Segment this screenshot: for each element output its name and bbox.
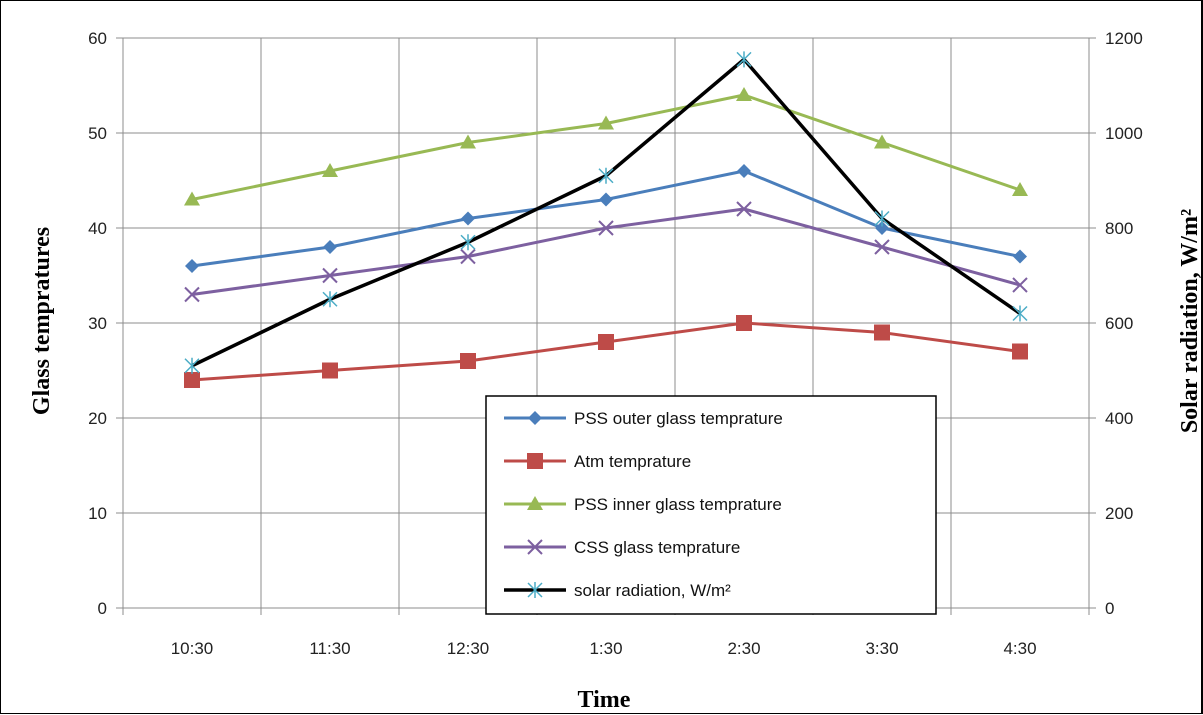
right-y-tick-label: 200 xyxy=(1105,504,1133,523)
x-axis-title: Time xyxy=(578,687,631,713)
data-point xyxy=(736,201,752,217)
series-line xyxy=(191,57,1021,368)
legend-label: PSS outer glass temprature xyxy=(574,409,783,428)
data-point xyxy=(184,357,200,374)
data-point xyxy=(736,51,752,68)
data-point xyxy=(736,87,752,101)
data-point xyxy=(322,163,338,177)
right-y-axis-title: Solar radiation, W/m² xyxy=(1177,209,1203,433)
data-point xyxy=(184,286,200,303)
legend-label: solar radiation, W/m² xyxy=(574,581,731,600)
left-y-axis-title: Glass tempratures xyxy=(29,227,55,415)
legend-label: CSS glass temprature xyxy=(574,538,740,557)
legend-label: PSS inner glass temprature xyxy=(574,495,782,514)
data-point xyxy=(322,362,338,379)
series-1 xyxy=(184,315,1028,388)
data-point xyxy=(736,315,752,331)
x-tick-label: 12:30 xyxy=(447,639,490,658)
left-y-tick-label: 60 xyxy=(88,29,107,48)
x-tick-label: 2:30 xyxy=(727,639,760,658)
data-point xyxy=(461,211,475,226)
data-point xyxy=(874,134,890,149)
right-y-tick-label: 800 xyxy=(1105,219,1133,238)
data-point xyxy=(460,353,476,369)
legend-marker xyxy=(527,582,543,598)
x-tick-label: 11:30 xyxy=(309,639,350,658)
legend: PSS outer glass temprature Atm temprature… xyxy=(485,395,937,615)
x-tick-label: 10:30 xyxy=(171,639,214,658)
left-y-tick-label: 0 xyxy=(98,599,107,618)
data-point xyxy=(598,334,614,350)
data-point xyxy=(185,259,199,273)
x-tick-label: 1:30 xyxy=(589,639,622,658)
series-layer xyxy=(184,51,1028,388)
x-tick-label: 4:30 xyxy=(1003,639,1036,658)
data-point xyxy=(874,210,890,227)
data-point xyxy=(875,221,889,235)
legend-label: Atm temprature xyxy=(574,452,691,471)
data-point xyxy=(1013,249,1027,264)
data-point xyxy=(874,324,890,341)
data-point xyxy=(1012,343,1028,360)
data-point xyxy=(184,191,200,206)
series-3 xyxy=(184,201,1028,303)
series-2 xyxy=(184,87,1028,206)
data-point xyxy=(599,192,613,207)
data-point xyxy=(184,372,200,388)
data-point xyxy=(598,167,614,184)
data-point xyxy=(460,134,476,149)
left-y-tick-label: 10 xyxy=(88,504,107,523)
data-point xyxy=(1012,305,1028,322)
series-line xyxy=(191,321,1021,382)
data-point xyxy=(1012,277,1028,293)
legend-marker xyxy=(527,496,543,510)
data-point xyxy=(323,240,337,254)
series-4 xyxy=(184,51,1028,374)
data-point xyxy=(322,267,338,284)
legend-marker xyxy=(527,453,543,469)
left-y-tick-label: 50 xyxy=(88,124,107,143)
right-y-tick-label: 600 xyxy=(1105,314,1133,333)
series-line xyxy=(191,93,1021,201)
legend-marker xyxy=(527,539,543,555)
right-y-tick-label: 400 xyxy=(1105,409,1133,428)
series-0 xyxy=(185,164,1027,273)
right-y-tick-label: 1000 xyxy=(1105,124,1143,143)
data-point xyxy=(460,234,476,251)
left-y-tick-label: 30 xyxy=(88,314,107,333)
data-point xyxy=(322,291,338,308)
data-point xyxy=(874,239,890,255)
data-point xyxy=(1012,182,1028,196)
left-y-tick-label: 40 xyxy=(88,219,107,238)
x-tick-label: 3:30 xyxy=(865,639,898,658)
data-point xyxy=(598,115,614,130)
legend-marker xyxy=(528,411,542,425)
right-y-tick-label: 0 xyxy=(1105,599,1114,618)
left-y-tick-label: 20 xyxy=(88,409,107,428)
right-y-tick-label: 1200 xyxy=(1105,29,1143,48)
data-point xyxy=(460,248,476,265)
data-point xyxy=(598,220,614,236)
data-point xyxy=(737,164,751,178)
series-line xyxy=(191,207,1021,296)
